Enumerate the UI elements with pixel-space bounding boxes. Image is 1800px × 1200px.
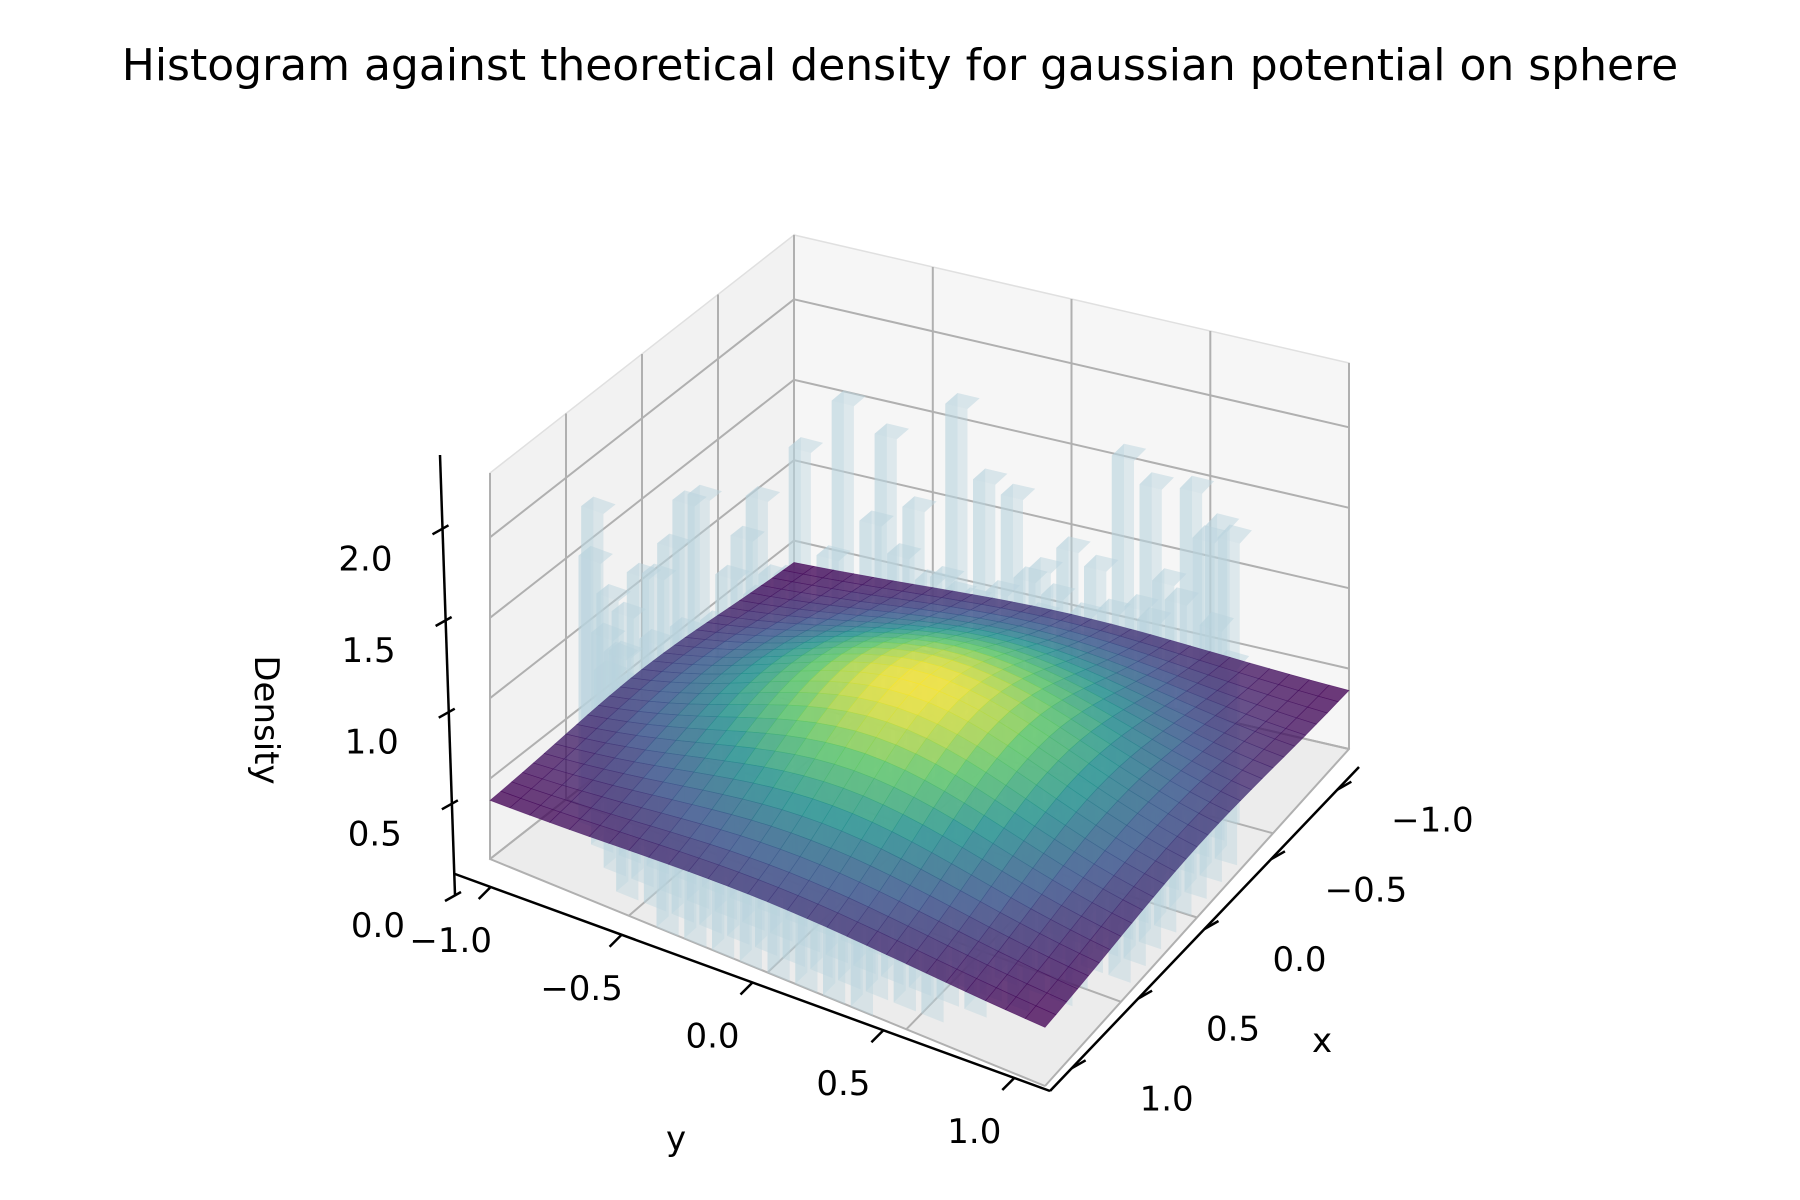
x-tick-1: [1270, 850, 1286, 861]
z-tick-label-2: 1.0: [345, 723, 399, 763]
z-axis-line: [438, 454, 457, 896]
x-tick-label-4: 1.0: [1140, 1079, 1194, 1119]
z-tick-0: [444, 890, 462, 903]
x-tick-label-1: −0.5: [1325, 870, 1408, 910]
x-tick-4: [1071, 1059, 1087, 1070]
z-axis-title: Density: [246, 655, 286, 784]
z-tick-label-4: 2.0: [338, 539, 392, 579]
grid-line-z-3: [489, 378, 1350, 619]
x-tick-label-0: −1.0: [1391, 801, 1474, 841]
grid-line-z-4: [489, 298, 1350, 539]
z-tick-label-3: 1.5: [342, 631, 396, 671]
z-tick-label-1: 0.5: [348, 814, 402, 854]
x-tick-0: [1336, 780, 1352, 791]
y-tick-label-3: 0.5: [816, 1064, 870, 1104]
z-tick-1: [441, 799, 459, 811]
surface-cell: [1024, 1005, 1057, 1028]
y-tick-label-2: 0.0: [685, 1017, 739, 1057]
y-tick-4: [1001, 1077, 1016, 1091]
y-tick-label-1: −0.5: [540, 969, 623, 1009]
y-tick-1: [608, 933, 623, 948]
x-tick-3: [1137, 989, 1153, 1000]
y-axis-title: y: [666, 1119, 686, 1159]
y-tick-label-0: −1.0: [409, 921, 492, 961]
x-tick-label-2: 0.0: [1272, 940, 1326, 980]
grid-line-z-2: [489, 459, 1350, 699]
y-tick-3: [870, 1029, 885, 1044]
chart-title: Histogram against theoretical density fo…: [121, 40, 1679, 91]
z-tick-4: [431, 524, 450, 536]
z-tick-3: [435, 615, 453, 628]
y-tick-label-4: 1.0: [947, 1112, 1001, 1152]
y-tick-0: [477, 886, 492, 900]
y-tick-2: [739, 981, 754, 996]
z-tick-label-0: 0.0: [351, 906, 405, 946]
x-tick-2: [1203, 919, 1220, 931]
grid-line-z-1: [489, 539, 1350, 780]
z-tick-2: [438, 707, 456, 719]
x-axis-title: x: [1312, 1021, 1332, 1061]
x-tick-label-3: 0.5: [1206, 1010, 1260, 1050]
